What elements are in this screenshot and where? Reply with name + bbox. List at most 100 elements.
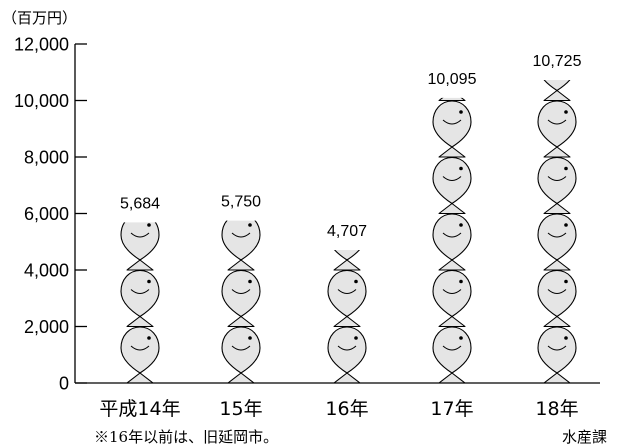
- fish-eye: [564, 336, 568, 340]
- y-tick-label: 12,000: [14, 35, 69, 55]
- pictogram-bar-5: [537, 80, 577, 384]
- fish-tail: [543, 146, 571, 158]
- fish-tail: [543, 202, 571, 215]
- fish-eye: [459, 110, 463, 114]
- fish-body: [120, 222, 160, 261]
- pictogram-bar-3: [327, 250, 367, 384]
- fish-mouth: [547, 232, 567, 238]
- fish-icon: [221, 220, 261, 271]
- fish-eye: [564, 223, 568, 227]
- data-label: 4,707: [327, 223, 367, 240]
- fish-tail: [333, 372, 361, 384]
- fish-tail: [126, 259, 154, 271]
- fish-mouth: [443, 64, 461, 68]
- fish-icon: [432, 326, 472, 384]
- fish-eye: [147, 223, 151, 227]
- fish-icon: [537, 269, 577, 328]
- fish-icon: [432, 213, 472, 271]
- fish-eye: [459, 166, 463, 171]
- pictogram-bar-1: [120, 222, 160, 384]
- fish-icon: [120, 222, 160, 271]
- fish-eye: [459, 223, 463, 227]
- y-axis-unit-label: （百万円）: [2, 9, 77, 27]
- fish-tail: [438, 315, 466, 328]
- x-axis: 平成14年 15年 16年 17年 18年: [75, 382, 600, 420]
- source-label: 水産課: [562, 428, 607, 446]
- fish-eye: [248, 336, 252, 340]
- y-tick-label: 4,000: [24, 261, 69, 281]
- fish-tail: [227, 372, 255, 384]
- fish-tail: [126, 315, 154, 328]
- fish-body: [543, 80, 571, 92]
- fish-body: [221, 220, 261, 261]
- x-tick-label: 平成14年: [99, 398, 180, 420]
- fish-icon: [432, 100, 472, 158]
- data-label: 5,750: [221, 194, 261, 211]
- y-tick-label: 10,000: [14, 91, 69, 111]
- fish-mouth: [130, 289, 150, 294]
- fish-icon: [221, 269, 261, 328]
- fish-eye: [248, 279, 252, 284]
- fish-icon: [432, 269, 472, 328]
- fish-icon: [120, 326, 160, 384]
- fish-mouth: [442, 176, 462, 181]
- fish-tail: [543, 259, 571, 271]
- fish-tail: [543, 372, 571, 384]
- fish-icon: [221, 326, 261, 384]
- fish-icon: [432, 156, 472, 215]
- fish-mouth: [130, 345, 150, 351]
- fish-tail: [543, 315, 571, 328]
- footnote: ※16年以前は、旧延岡市。: [94, 428, 278, 446]
- x-tick-label: 17年: [430, 398, 473, 420]
- fish-eye: [564, 166, 568, 171]
- pictogram-bar-2: [221, 220, 261, 384]
- fish-tail: [438, 146, 466, 158]
- fish-tail: [543, 89, 571, 102]
- fish-tail: [333, 315, 361, 328]
- fish-icon: [537, 213, 577, 271]
- fish-tail: [333, 259, 361, 271]
- x-tick-label: 15年: [219, 398, 262, 420]
- fish-tail: [227, 259, 255, 271]
- data-label: 5,684: [120, 195, 160, 212]
- fish-eye: [564, 110, 568, 114]
- fish-mouth: [231, 232, 251, 238]
- fish-mouth: [547, 119, 567, 125]
- fish-tail: [438, 202, 466, 215]
- y-tick-label: 6,000: [24, 204, 69, 224]
- fish-mouth: [442, 289, 462, 294]
- y-tick-label: 2,000: [24, 317, 69, 337]
- fish-eye: [459, 336, 463, 340]
- fish-mouth: [231, 289, 251, 294]
- fish-tail: [438, 259, 466, 271]
- fish-mouth: [547, 345, 567, 351]
- fish-mouth: [547, 176, 567, 181]
- fish-eye: [147, 336, 151, 340]
- fish-mouth: [231, 345, 251, 351]
- x-tick-label: 18年: [535, 398, 578, 420]
- plot-area: 5,684 5,750 4,707 10,095 10,725: [120, 53, 582, 384]
- y-axis: 0 2,000 4,000 6,000 8,000 10,000 12,000: [14, 35, 87, 394]
- fish-tail: [227, 315, 255, 328]
- fish-tail: [126, 372, 154, 384]
- fish-eye: [147, 279, 151, 284]
- fish-eye: [354, 336, 358, 340]
- fish-icon: [120, 269, 160, 328]
- fish-icon: [537, 156, 577, 215]
- fish-body: [333, 250, 361, 261]
- fish-eye: [459, 279, 463, 284]
- fish-icon: [537, 326, 577, 384]
- fish-mouth: [547, 289, 567, 294]
- fish-icon: [438, 64, 466, 102]
- fish-mouth: [337, 345, 357, 351]
- y-tick-label: 0: [59, 374, 69, 394]
- pictogram-bar-4: [432, 64, 472, 384]
- fish-tail: [438, 97, 466, 102]
- fish-mouth: [130, 232, 150, 238]
- fish-icon: [543, 80, 571, 102]
- fish-eye: [248, 223, 252, 227]
- x-tick-label: 16年: [325, 398, 368, 420]
- fish-icon: [537, 100, 577, 158]
- fish-eye: [354, 279, 358, 284]
